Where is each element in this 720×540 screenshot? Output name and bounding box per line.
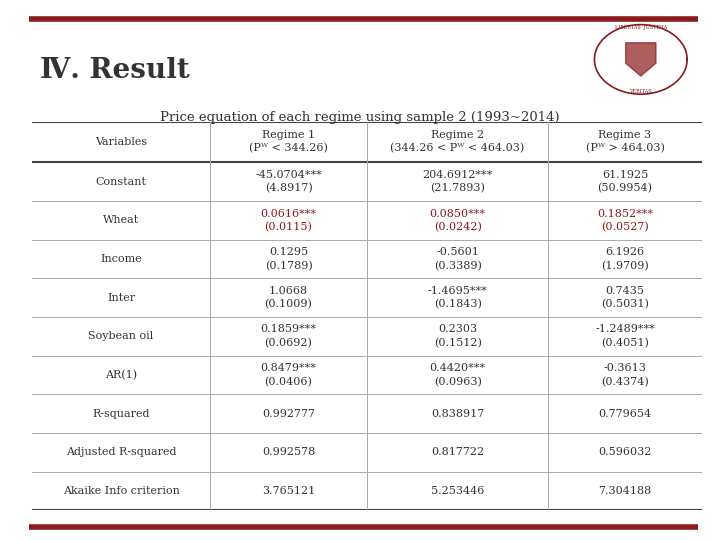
Text: 204.6912***
(21.7893): 204.6912*** (21.7893) — [423, 170, 492, 193]
Text: Variables: Variables — [95, 137, 147, 147]
Text: Price equation of each regime using sample 2 (1993~2014): Price equation of each regime using samp… — [160, 111, 560, 124]
Text: Constant: Constant — [96, 177, 147, 187]
Text: -0.5601
(0.3389): -0.5601 (0.3389) — [433, 247, 482, 271]
Text: Soybean oil: Soybean oil — [89, 332, 154, 341]
Text: 0.1852***
(0.0527): 0.1852*** (0.0527) — [597, 208, 653, 232]
Text: -1.4695***
(0.1843): -1.4695*** (0.1843) — [428, 286, 487, 309]
Text: 0.838917: 0.838917 — [431, 409, 485, 419]
Text: -45.0704***
(4.8917): -45.0704*** (4.8917) — [255, 170, 322, 193]
Text: 3.765121: 3.765121 — [262, 486, 315, 496]
Text: 7.304188: 7.304188 — [598, 486, 652, 496]
Text: Adjusted R-squared: Adjusted R-squared — [66, 447, 176, 457]
Text: 0.1295
(0.1789): 0.1295 (0.1789) — [265, 247, 312, 271]
Text: 0.992777: 0.992777 — [262, 409, 315, 419]
Text: Income: Income — [100, 254, 142, 264]
Text: R-squared: R-squared — [92, 409, 150, 419]
Text: -0.3613
(0.4374): -0.3613 (0.4374) — [601, 363, 649, 387]
Polygon shape — [626, 43, 656, 76]
Text: 0.4420***
(0.0963): 0.4420*** (0.0963) — [430, 363, 485, 387]
Text: 0.779654: 0.779654 — [598, 409, 652, 419]
Text: Regime 2
(344.26 < Pᵂ < 464.03): Regime 2 (344.26 < Pᵂ < 464.03) — [390, 130, 525, 154]
Text: 0.2303
(0.1512): 0.2303 (0.1512) — [433, 325, 482, 348]
Text: 0.0850***
(0.0242): 0.0850*** (0.0242) — [430, 208, 485, 232]
Text: 6.1926
(1.9709): 6.1926 (1.9709) — [601, 247, 649, 271]
Text: 5.253446: 5.253446 — [431, 486, 485, 496]
Text: VERITAS: VERITAS — [629, 89, 652, 93]
Text: Regime 1
(Pᵂ < 344.26): Regime 1 (Pᵂ < 344.26) — [249, 130, 328, 154]
Text: AR(1): AR(1) — [105, 370, 138, 380]
Text: 0.8479***
(0.0406): 0.8479*** (0.0406) — [261, 363, 317, 387]
Text: Wheat: Wheat — [103, 215, 139, 225]
Text: 0.817722: 0.817722 — [431, 447, 484, 457]
Text: -1.2489***
(0.4051): -1.2489*** (0.4051) — [595, 325, 655, 348]
Text: 0.992578: 0.992578 — [262, 447, 315, 457]
Text: Ⅳ. Result: Ⅳ. Result — [40, 57, 189, 84]
Text: 61.1925
(50.9954): 61.1925 (50.9954) — [598, 170, 652, 193]
Text: Akaike Info criterion: Akaike Info criterion — [63, 486, 179, 496]
Text: LIBERTAS  JUSTITIA: LIBERTAS JUSTITIA — [615, 25, 667, 30]
Text: Inter: Inter — [107, 293, 135, 302]
Text: Regime 3
(Pᵂ > 464.03): Regime 3 (Pᵂ > 464.03) — [585, 130, 665, 154]
Text: 0.596032: 0.596032 — [598, 447, 652, 457]
Text: 0.7435
(0.5031): 0.7435 (0.5031) — [601, 286, 649, 309]
Text: 1.0668
(0.1009): 1.0668 (0.1009) — [264, 286, 312, 309]
Text: 0.0616***
(0.0115): 0.0616*** (0.0115) — [261, 208, 317, 232]
Text: 0.1859***
(0.0692): 0.1859*** (0.0692) — [261, 325, 317, 348]
